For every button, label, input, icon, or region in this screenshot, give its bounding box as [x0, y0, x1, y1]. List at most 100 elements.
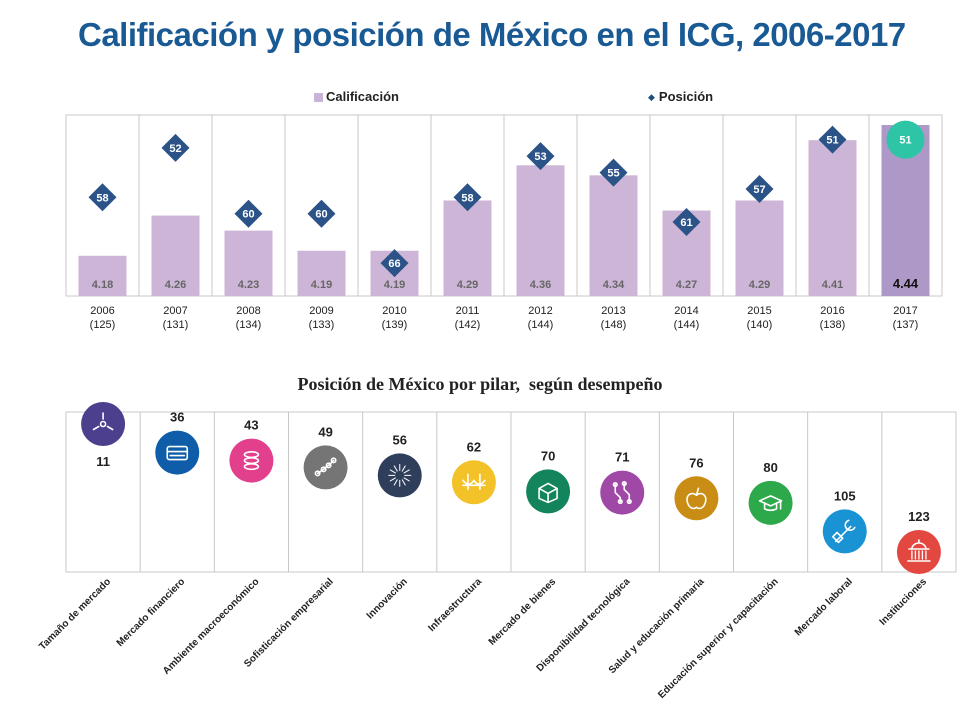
pillar-rank-label: 56 — [393, 432, 407, 447]
apple-icon — [686, 487, 707, 510]
year-label: 2011 — [456, 305, 480, 317]
pillar-rank-label: 76 — [689, 455, 703, 470]
score-bar — [735, 200, 784, 296]
bridge-icon — [462, 473, 486, 491]
year-label: 2009 — [309, 305, 333, 317]
position-label: 58 — [96, 192, 108, 204]
score-label: 4.19 — [311, 279, 332, 291]
countries-label: (134) — [236, 319, 262, 331]
position-marker-circle — [886, 120, 925, 159]
year-column-2008: 4.23 60 2008 (134) — [224, 199, 273, 331]
position-label: 55 — [607, 168, 619, 180]
pillar-1: 11 Tamaño de mercado — [37, 402, 126, 652]
countries-label: (142) — [455, 319, 481, 331]
score-bar — [151, 215, 200, 296]
page-title: Calificación y posición de México en el … — [78, 16, 906, 53]
icon-part — [393, 465, 398, 472]
pillar-5: 56 Innovación — [365, 432, 422, 621]
icon-part — [106, 425, 114, 431]
score-label: 4.27 — [676, 279, 697, 291]
countries-label: (144) — [528, 319, 554, 331]
pillar-name-label: Tamaño de mercado — [37, 576, 113, 652]
score-position-chart: 4.18 58 2006 (125) 4.26 52 2007 (131) 4.23 60 2008… — [65, 114, 943, 331]
year-column-2011: 4.29 58 2011 (142) — [443, 183, 492, 331]
score-label: 4.19 — [384, 279, 405, 291]
year-column-2007: 4.26 52 2007 (131) — [151, 133, 200, 331]
legend-swatch-bar — [314, 93, 323, 103]
pillar-name-label: Infraestructura — [426, 576, 484, 634]
position-diamond — [672, 207, 701, 236]
icon-part — [325, 462, 332, 469]
pillar-rank-label: 11 — [96, 454, 110, 469]
innovation-burst-icon — [388, 463, 412, 487]
countries-label: (140) — [747, 319, 773, 331]
icon-part — [612, 481, 618, 488]
pillar-name-label: Educación superior y capacitación — [656, 576, 780, 700]
position-label: 53 — [534, 151, 546, 163]
icon-part — [758, 495, 783, 512]
position-diamond — [599, 158, 628, 187]
pillar-marker — [600, 470, 645, 515]
legend-label-posicion: Posición — [658, 89, 714, 104]
pillar-name-label: Sofisticación empresarial — [242, 576, 336, 670]
card-icon — [166, 445, 189, 461]
score-label: 4.36 — [530, 279, 551, 291]
score-bar — [443, 200, 492, 296]
pillar-2: 36 Mercado financiero — [115, 410, 200, 649]
score-label: 4.29 — [457, 279, 478, 291]
year-label: 2013 — [601, 305, 625, 317]
pillar-marker — [155, 430, 200, 475]
position-diamond — [818, 125, 847, 154]
pillar-marker — [81, 402, 126, 446]
year-column-2014: 4.27 61 2014 (144) — [662, 207, 711, 331]
legend-diamond-icon: ◆ — [648, 92, 655, 103]
icon-part — [393, 479, 398, 486]
position-label: 52 — [169, 143, 181, 155]
score-label: 4.44 — [893, 276, 919, 291]
position-label: 51 — [899, 135, 911, 147]
position-label: 60 — [315, 209, 327, 221]
legend-label-calificacion: Calificación — [326, 89, 399, 104]
coin-stack-icon — [243, 450, 260, 471]
year-column-2010: 4.19 66 2010 (139) — [370, 249, 419, 331]
position-label: 66 — [388, 258, 400, 270]
countries-label: (133) — [309, 319, 335, 331]
icon-part — [403, 469, 410, 474]
year-column-2016: 4.41 51 2016 (138) — [808, 125, 857, 331]
score-label: 4.18 — [92, 279, 113, 291]
icon-part — [401, 479, 406, 486]
pillar-marker — [377, 453, 422, 498]
position-diamond — [380, 249, 409, 278]
graduation-cap-icon — [758, 495, 783, 512]
pillar-rank-label: 123 — [908, 509, 930, 524]
year-label: 2015 — [747, 305, 771, 317]
score-label: 4.29 — [749, 279, 770, 291]
icon-part — [316, 459, 335, 475]
icon-part — [389, 477, 396, 482]
pillar-rank-label: 43 — [244, 418, 258, 433]
pillar-12: 123 Instituciones — [878, 509, 941, 628]
icon-part — [401, 465, 406, 472]
icon-part — [166, 445, 189, 461]
icon-part — [92, 425, 100, 431]
year-column-2013: 4.34 55 2013 (148) — [589, 158, 638, 331]
position-label: 61 — [680, 217, 692, 229]
year-column-2017: 4.44 51 2017 (137) — [881, 120, 930, 331]
score-label: 4.23 — [238, 279, 259, 291]
score-bar — [589, 175, 638, 296]
position-label: 51 — [826, 135, 838, 147]
year-label: 2017 — [893, 305, 917, 317]
score-label: 4.34 — [603, 279, 625, 291]
countries-label: (125) — [90, 319, 116, 331]
icon-part — [320, 466, 327, 473]
countries-label: (138) — [820, 319, 846, 331]
year-label: 2014 — [674, 305, 698, 317]
score-bar — [516, 165, 565, 296]
pillar-marker — [748, 480, 793, 525]
capitol-building-icon — [907, 539, 931, 562]
score-bar — [78, 255, 127, 296]
score-label: 4.26 — [165, 279, 186, 291]
circuit-icon — [612, 480, 632, 505]
icon-part — [832, 531, 844, 544]
